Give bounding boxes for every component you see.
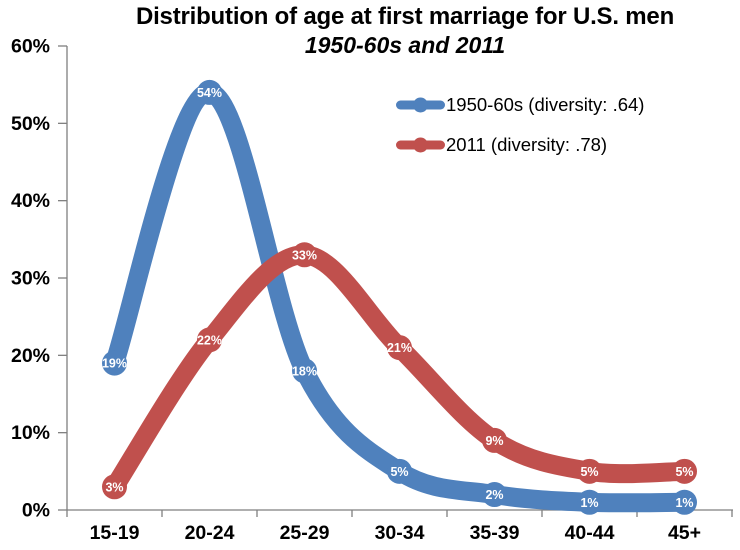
data-label-2011: 5% [580, 465, 598, 479]
legend-item-2011: 2011 (diversity: .78) [396, 134, 644, 155]
data-label-2011: 5% [675, 465, 693, 479]
y-tick-label: 0% [22, 500, 50, 522]
data-label-1950-60s: 2% [485, 488, 503, 502]
data-label-2011: 21% [387, 341, 412, 355]
legend-label-1950-60s: 1950-60s (diversity: .64) [446, 94, 645, 115]
chart-subtitle: 1950-60s and 2011 [304, 32, 506, 58]
x-tick-label: 35-39 [470, 522, 520, 544]
y-tick-label: 40% [11, 190, 50, 212]
series-marker-1950-60s [292, 358, 317, 384]
y-tick-label: 50% [11, 113, 50, 135]
x-tick-label: 20-24 [185, 522, 235, 544]
data-label-1950-60s: 5% [390, 465, 408, 479]
x-tick-label: 30-34 [375, 522, 425, 544]
data-label-1950-60s: 1% [675, 496, 693, 510]
series-line-1950-60s [105, 82, 694, 513]
x-tick-label: 40-44 [565, 522, 615, 544]
series-marker-1950-60s [387, 458, 412, 484]
series-marker-2011 [482, 427, 507, 453]
chart-title: Distribution of age at first marriage fo… [135, 3, 675, 30]
data-label-1950-60s: 18% [292, 364, 317, 378]
series-marker-1950-60s [197, 79, 222, 105]
y-tick-label: 10% [11, 422, 50, 444]
data-label-1950-60s: 54% [197, 86, 222, 100]
series-marker-2011 [387, 335, 412, 361]
series-marker-1950-60s [482, 482, 507, 508]
series-marker-2011 [672, 458, 697, 484]
y-tick-label: 30% [11, 268, 50, 290]
series-marker-2011 [102, 474, 127, 500]
legend-item-1950-60s: 1950-60s (diversity: .64) [396, 94, 645, 115]
series-marker-1950-60s [577, 489, 602, 515]
x-tick-label: 25-29 [280, 522, 330, 544]
data-label-1950-60s: 19% [102, 357, 127, 371]
series-marker-1950-60s [672, 489, 697, 515]
data-label-2011: 9% [485, 434, 503, 448]
data-label-1950-60s: 1% [580, 496, 598, 510]
series-marker-1950-60s [102, 350, 127, 376]
data-label-2011: 22% [197, 333, 222, 347]
data-label-2011: 3% [105, 480, 123, 494]
line-marker-icon [396, 137, 445, 153]
legend-label-2011: 2011 (diversity: .78) [446, 134, 608, 155]
line-marker-icon [396, 97, 445, 113]
y-tick-label: 20% [11, 345, 50, 367]
series-marker-2011 [292, 242, 317, 268]
data-label-2011: 33% [292, 248, 317, 262]
legend: 1950-60s (diversity: .64) 2011 (diversit… [396, 94, 645, 155]
series-line-2011 [105, 245, 694, 497]
x-tick-label: 45+ [668, 522, 701, 544]
series-marker-2011 [197, 327, 222, 353]
series-marker-2011 [577, 458, 602, 484]
y-tick-label: 60% [11, 36, 50, 58]
x-tick-label: 15-19 [90, 522, 140, 544]
